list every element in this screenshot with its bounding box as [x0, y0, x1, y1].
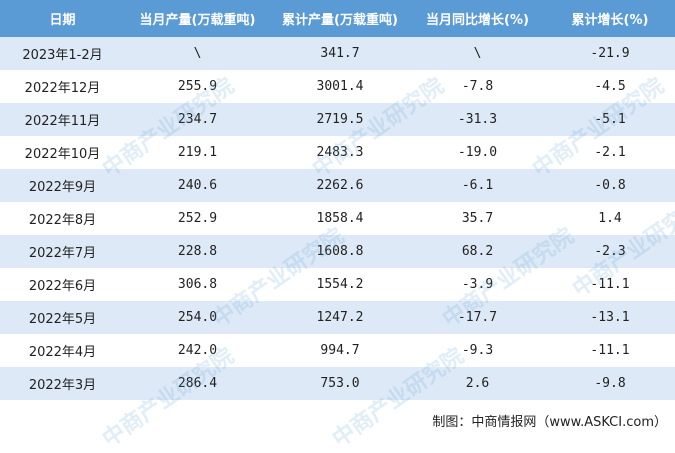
table-cell: 2719.5 [270, 103, 410, 136]
table-cell: 2483.3 [270, 136, 410, 169]
table-cell: -0.8 [545, 169, 675, 202]
table-cell: 35.7 [410, 202, 545, 235]
table-cell: 1554.2 [270, 268, 410, 301]
table-cell: 1247.2 [270, 301, 410, 334]
table-cell: 1.4 [545, 202, 675, 235]
table-cell: 3001.4 [270, 70, 410, 103]
data-table: 日期 当月产量(万载重吨) 累计产量(万载重吨) 当月同比增长(%) 累计增长(%) 2… [0, 0, 675, 400]
table-cell: 2023年1-2月 [0, 37, 125, 70]
table-cell: 234.7 [125, 103, 270, 136]
table-cell: 2022年9月 [0, 169, 125, 202]
table-cell: 2022年5月 [0, 301, 125, 334]
table-cell: -9.8 [545, 367, 675, 400]
table-cell: 2262.6 [270, 169, 410, 202]
table-cell: -6.1 [410, 169, 545, 202]
table-cell: 255.9 [125, 70, 270, 103]
table-cell: -31.3 [410, 103, 545, 136]
table-cell: 341.7 [270, 37, 410, 70]
table-cell: 2.6 [410, 367, 545, 400]
table-row: 2022年4月 242.0 994.7 -9.3 -11.1 [0, 334, 675, 367]
table-row: 2022年5月 254.0 1247.2 -17.7 -13.1 [0, 301, 675, 334]
table-cell: 228.8 [125, 235, 270, 268]
table-row: 2022年12月 255.9 3001.4 -7.8 -4.5 [0, 70, 675, 103]
table-cell: 2022年4月 [0, 334, 125, 367]
table-cell: -9.3 [410, 334, 545, 367]
footer: 制图：中商情报网（www.ASKCI.com） [432, 415, 667, 430]
table-body: 2023年1-2月 \ 341.7 \ -21.9 2022年12月 255.9 3001.4… [0, 37, 675, 400]
table-cell: 306.8 [125, 268, 270, 301]
table-cell: 242.0 [125, 334, 270, 367]
header-cell: 累计产量(万载重吨) [270, 0, 410, 37]
table-cell: 2022年3月 [0, 367, 125, 400]
table-cell: 254.0 [125, 301, 270, 334]
table-cell: 1608.8 [270, 235, 410, 268]
table-cell: \ [125, 37, 270, 70]
table-cell: -7.8 [410, 70, 545, 103]
table-row: 2022年10月 219.1 2483.3 -19.0 -2.1 [0, 136, 675, 169]
table-cell: -11.1 [545, 268, 675, 301]
table-row: 2022年7月 228.8 1608.8 68.2 -2.3 [0, 235, 675, 268]
table-cell: -17.7 [410, 301, 545, 334]
table-row: 2022年6月 306.8 1554.2 -3.9 -11.1 [0, 268, 675, 301]
table-cell: 1858.4 [270, 202, 410, 235]
table-cell: 753.0 [270, 367, 410, 400]
table-cell: 2022年11月 [0, 103, 125, 136]
table-cell: 252.9 [125, 202, 270, 235]
table-cell: 240.6 [125, 169, 270, 202]
table-cell: 994.7 [270, 334, 410, 367]
table-cell: -19.0 [410, 136, 545, 169]
table-cell: 2022年10月 [0, 136, 125, 169]
table-row: 2022年3月 286.4 753.0 2.6 -9.8 [0, 367, 675, 400]
table-cell: -4.5 [545, 70, 675, 103]
table-cell: -2.1 [545, 136, 675, 169]
table-cell: \ [410, 37, 545, 70]
table-cell: -2.3 [545, 235, 675, 268]
table-cell: 2022年12月 [0, 70, 125, 103]
table-cell: -3.9 [410, 268, 545, 301]
table-cell: 2022年8月 [0, 202, 125, 235]
table-cell: 2022年7月 [0, 235, 125, 268]
table-cell: 68.2 [410, 235, 545, 268]
table-row: 2023年1-2月 \ 341.7 \ -21.9 [0, 37, 675, 70]
header-cell: 累计增长(%) [545, 0, 675, 37]
table-row: 2022年9月 240.6 2262.6 -6.1 -0.8 [0, 169, 675, 202]
table-cell: -13.1 [545, 301, 675, 334]
table-row: 2022年11月 234.7 2719.5 -31.3 -5.1 [0, 103, 675, 136]
header-row: 日期 当月产量(万载重吨) 累计产量(万载重吨) 当月同比增长(%) 累计增长(%) [0, 0, 675, 37]
table-cell: 219.1 [125, 136, 270, 169]
table-row: 2022年8月 252.9 1858.4 35.7 1.4 [0, 202, 675, 235]
table-cell: 286.4 [125, 367, 270, 400]
header-cell: 日期 [0, 0, 125, 37]
table-cell: 2022年6月 [0, 268, 125, 301]
header-cell: 当月产量(万载重吨) [125, 0, 270, 37]
header-cell: 当月同比增长(%) [410, 0, 545, 37]
table-cell: -5.1 [545, 103, 675, 136]
table-cell: -21.9 [545, 37, 675, 70]
table-cell: -11.1 [545, 334, 675, 367]
